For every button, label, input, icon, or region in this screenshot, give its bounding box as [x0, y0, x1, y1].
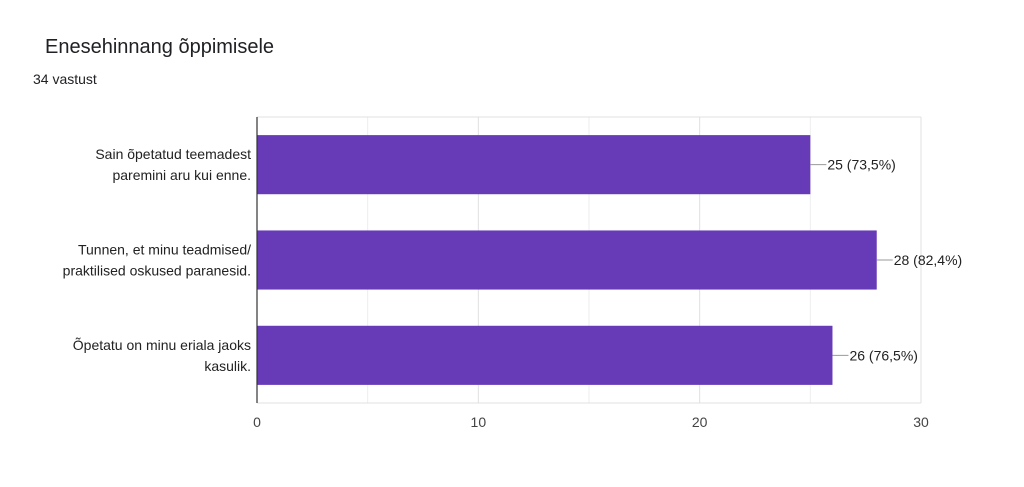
- x-tick-label: 30: [913, 414, 929, 430]
- x-tick-label: 20: [692, 414, 708, 430]
- bar-2: [257, 230, 877, 290]
- data-label-2: 28 (82,4%): [894, 252, 962, 268]
- x-tick-label: 0: [253, 414, 261, 430]
- category-label: kasulik.: [204, 358, 251, 374]
- category-label: paremini aru kui enne.: [112, 167, 251, 183]
- category-label: praktilised oskused paranesid.: [63, 263, 251, 279]
- category-label: Tunnen, et minu teadmised/: [78, 242, 251, 258]
- data-label-3: 26 (76,5%): [849, 347, 917, 363]
- bar-3: [257, 325, 833, 385]
- category-label: Sain õpetatud teemadest: [95, 146, 251, 162]
- response-count: 34 vastust: [33, 71, 97, 87]
- bar-1: [257, 135, 811, 195]
- chart-title: Enesehinnang õppimisele: [45, 36, 275, 58]
- category-label: Õpetatu on minu eriala jaoks: [73, 337, 251, 353]
- data-label-1: 25 (73,5%): [827, 157, 895, 173]
- x-tick-label: 10: [471, 414, 487, 430]
